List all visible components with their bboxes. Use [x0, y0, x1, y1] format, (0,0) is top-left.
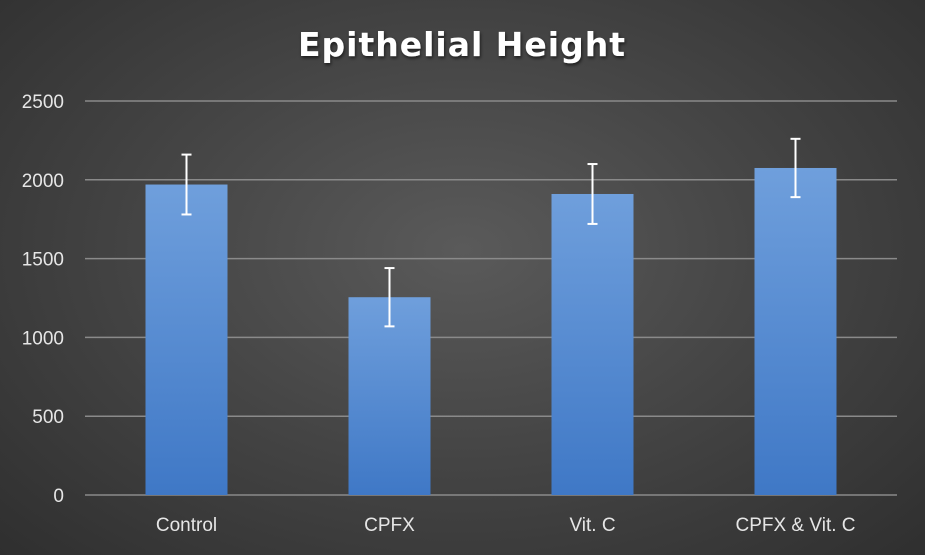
bar — [145, 184, 228, 495]
chart-title: Epithelial Height — [298, 25, 626, 64]
x-category-label: CPFX — [364, 515, 415, 536]
error-bar — [587, 163, 598, 225]
error-bars — [181, 137, 801, 328]
x-category-label: Vit. C — [569, 515, 615, 536]
y-tick-label: 500 — [32, 407, 64, 428]
y-tick-label: 1500 — [22, 250, 64, 271]
x-axis-labels: Control CPFX Vit. C CPFX & Vit. C — [156, 515, 856, 536]
x-category-label: Control — [156, 515, 217, 536]
y-tick-label: 2000 — [22, 171, 64, 192]
bar — [348, 297, 431, 495]
y-tick-label: 1000 — [22, 328, 64, 349]
x-category-label: CPFX & Vit. C — [735, 515, 855, 536]
y-tick-label: 0 — [53, 486, 64, 507]
bars — [145, 167, 837, 496]
y-axis-ticks: 0 500 1000 1500 2000 2500 — [22, 92, 64, 507]
error-bar — [790, 137, 801, 199]
y-tick-label: 2500 — [22, 92, 64, 113]
bar — [551, 193, 634, 495]
error-bar — [181, 153, 192, 216]
bar — [754, 167, 837, 496]
error-bar — [384, 267, 395, 328]
